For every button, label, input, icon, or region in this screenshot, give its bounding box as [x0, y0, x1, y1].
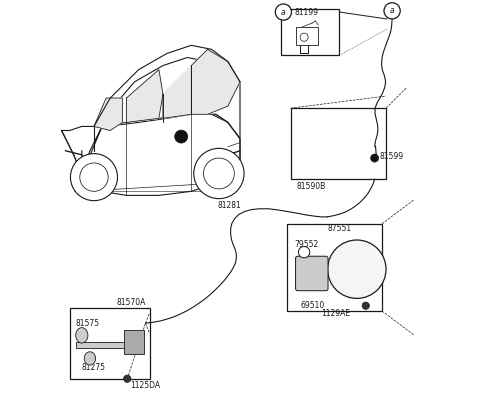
Text: 1125DA: 1125DA [131, 381, 161, 390]
FancyBboxPatch shape [296, 256, 328, 291]
Polygon shape [82, 57, 240, 175]
Text: 87551: 87551 [327, 224, 351, 233]
Ellipse shape [76, 328, 88, 343]
Circle shape [371, 154, 379, 162]
Text: 81590B: 81590B [297, 182, 326, 190]
Polygon shape [126, 70, 163, 123]
Circle shape [362, 302, 370, 309]
Bar [76, 342, 139, 348]
Text: 79552: 79552 [294, 240, 318, 249]
Bar [291, 108, 386, 179]
Bar [296, 27, 318, 45]
Circle shape [123, 375, 131, 382]
Text: 81199: 81199 [295, 8, 319, 17]
Text: 81575: 81575 [76, 319, 100, 328]
Text: 81281: 81281 [218, 201, 241, 210]
Bar [287, 224, 382, 311]
Polygon shape [94, 98, 122, 131]
Polygon shape [192, 49, 240, 114]
Circle shape [194, 148, 244, 199]
Circle shape [175, 130, 188, 143]
Polygon shape [163, 66, 192, 118]
Text: 81275: 81275 [82, 363, 106, 372]
Text: 1129AE: 1129AE [321, 309, 350, 318]
Bar [124, 330, 144, 354]
Text: a: a [281, 8, 286, 17]
Ellipse shape [84, 352, 96, 365]
Circle shape [328, 240, 386, 298]
Circle shape [384, 3, 400, 19]
Bar [281, 9, 339, 55]
Circle shape [299, 247, 310, 258]
Text: 69510: 69510 [301, 301, 325, 310]
Circle shape [71, 153, 118, 201]
Circle shape [276, 4, 291, 20]
Text: 81599: 81599 [380, 152, 404, 161]
Bar [71, 308, 150, 379]
Text: 81570A: 81570A [116, 298, 145, 307]
Text: a: a [390, 7, 395, 15]
